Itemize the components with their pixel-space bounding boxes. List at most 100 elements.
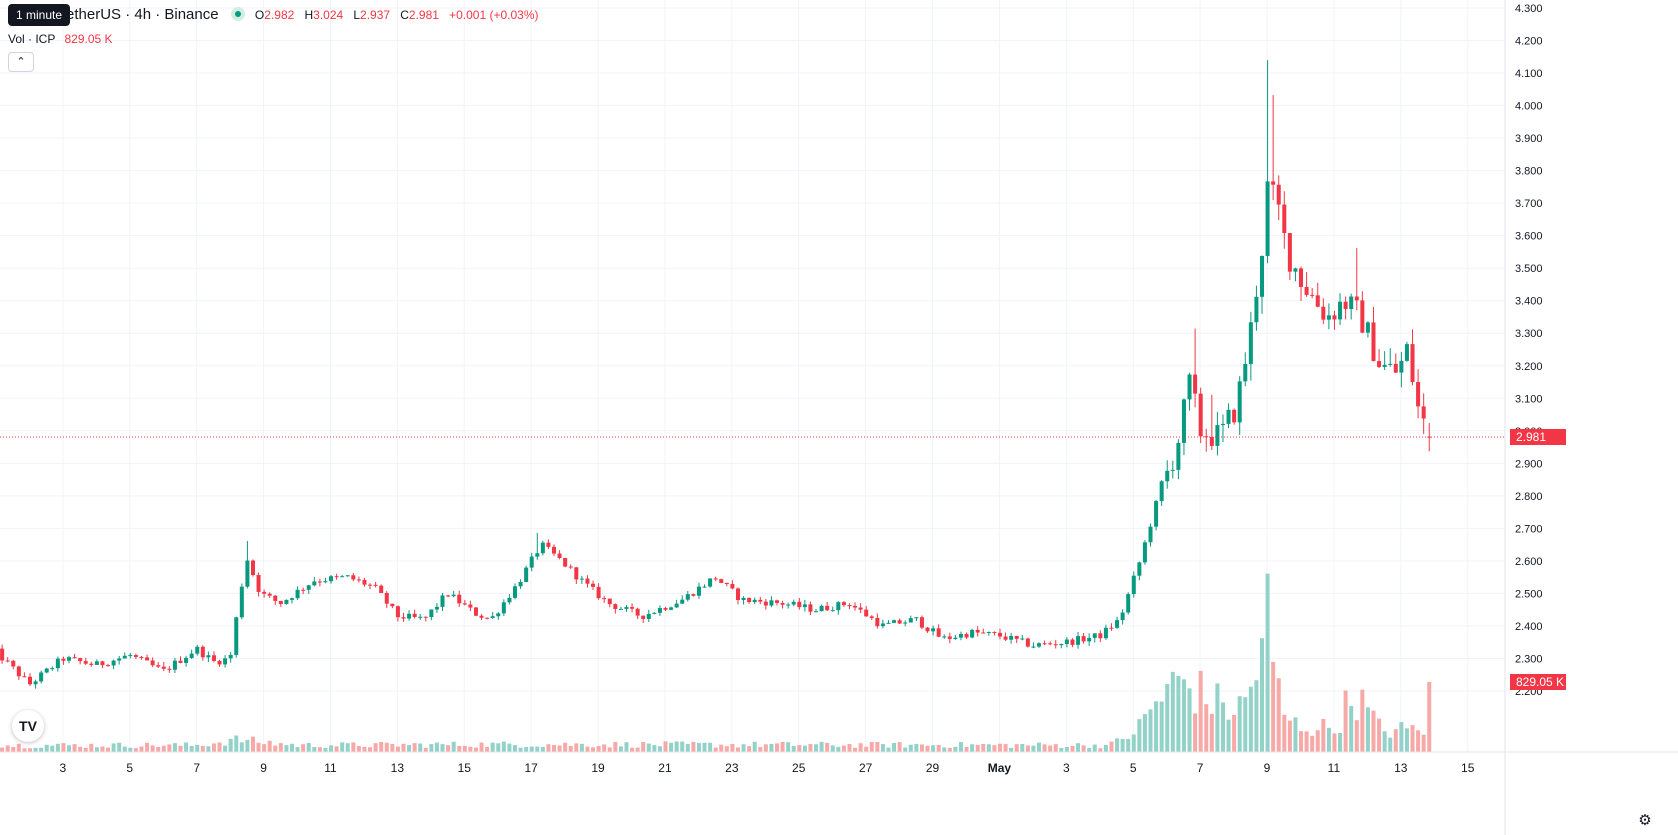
candle-body [390, 603, 395, 607]
candle-body [156, 665, 161, 667]
candle-body [356, 579, 361, 581]
volume-bar [462, 745, 467, 752]
y-tick-label: 4.300 [1515, 3, 1543, 15]
collapse-legend-button[interactable]: ⌃ [8, 52, 34, 72]
volume-bar [624, 742, 629, 752]
candle-body [747, 597, 752, 603]
tradingview-logo-icon[interactable]: TV [12, 710, 44, 742]
candle-body [78, 658, 83, 662]
candle-body [345, 575, 350, 577]
candle-body [512, 586, 517, 598]
candle-body [1053, 644, 1058, 646]
volume-bar [540, 747, 545, 752]
candle-body [256, 575, 261, 592]
symbol-title[interactable]: etherUS · 4h · Binance [66, 6, 219, 23]
candle-body [122, 655, 127, 659]
candle-body [1326, 315, 1331, 320]
low-label: L [353, 8, 361, 22]
x-tick-label: 11 [1328, 761, 1341, 775]
volume-bar [161, 745, 166, 752]
volume-bar [919, 744, 924, 752]
volume-bar [735, 747, 740, 752]
candle-body [774, 600, 780, 603]
candle-body [981, 632, 986, 634]
candle-body [33, 681, 38, 685]
volume-bar [1025, 745, 1030, 752]
volume-bar [518, 747, 523, 752]
volume-bar [1282, 714, 1287, 752]
market-status-icon[interactable] [230, 7, 245, 21]
symbol-legend[interactable]: etherUS · 4h · Binance O2.982 H3.024 L2.… [8, 6, 539, 23]
candle-body [362, 579, 367, 585]
volume-bar [763, 744, 768, 752]
volume-bar [11, 747, 16, 752]
candle-body [691, 594, 696, 596]
volume-bar [423, 747, 428, 752]
candle-body [1282, 204, 1287, 234]
y-tick-label: 3.300 [1515, 328, 1543, 340]
x-tick-label: May [988, 761, 1012, 775]
candle-body [652, 612, 657, 614]
volume-bar [507, 743, 512, 752]
candle-body [55, 658, 60, 669]
candle-body [618, 608, 623, 610]
candle-body [713, 578, 718, 580]
candle-body [72, 657, 77, 659]
x-tick-label: 15 [1461, 761, 1475, 775]
candle-body [1003, 636, 1008, 640]
volume-bar [1137, 719, 1142, 752]
candle-body [1103, 627, 1108, 639]
candle-body [1081, 636, 1086, 642]
candle-body [384, 592, 389, 604]
volume-bar [607, 747, 612, 752]
candle-body [234, 617, 239, 655]
volume-bar [301, 744, 306, 752]
candle-body [875, 617, 880, 627]
candle-body [919, 617, 924, 628]
volume-bar [150, 745, 155, 752]
volume-bar [306, 743, 311, 752]
volume-bar [323, 747, 328, 752]
volume-bar [663, 741, 668, 752]
x-tick-label: 13 [391, 761, 405, 775]
y-tick-label: 4.200 [1515, 36, 1543, 48]
x-tick-label: 19 [591, 761, 605, 775]
volume-bar [128, 747, 133, 752]
gear-icon[interactable]: ⚙ [1638, 812, 1652, 829]
candle-body [669, 607, 674, 610]
time-axis[interactable]: 3 5 7 9 11 13 15 17 19 21 23 25 27 29 May 3 5 7 9 11 13 15 [0, 751, 1678, 775]
close-label: C [400, 8, 409, 22]
volume-bar [1393, 729, 1398, 752]
volume-bar [1399, 722, 1404, 752]
candle-body [1020, 638, 1025, 640]
candle-body [133, 655, 138, 657]
candle-body [1092, 633, 1097, 638]
volume-bar [5, 745, 10, 752]
volume-bar [1031, 745, 1036, 752]
x-tick-label: 27 [859, 761, 873, 775]
candle-body [741, 597, 746, 601]
candle-body [27, 676, 32, 685]
volume-bar [184, 742, 189, 752]
candle-body [1404, 344, 1409, 361]
volume-bar [730, 743, 735, 752]
candle-body [953, 637, 958, 639]
candle-body [1259, 255, 1265, 297]
volume-bar [289, 743, 295, 752]
volume-legend[interactable]: Vol · ICP 829.05 K [8, 32, 113, 46]
candle-body [312, 581, 317, 586]
candle-body [1009, 635, 1014, 640]
volume-bar [1053, 744, 1058, 752]
volume-value: 829.05 K [64, 32, 113, 46]
volume-bar [596, 746, 601, 752]
candle-body [858, 607, 863, 610]
volume-bar [1193, 713, 1198, 752]
price-axis[interactable]: 4.300 4.200 4.100 4.000 3.900 3.800 3.700 3.600… [1504, 0, 1543, 835]
volume-bar [195, 744, 200, 752]
candle-body [975, 629, 980, 633]
volume-bar [1326, 727, 1331, 752]
candle-body [295, 589, 300, 599]
volume-bar [1259, 638, 1265, 752]
candle-body [802, 604, 807, 608]
